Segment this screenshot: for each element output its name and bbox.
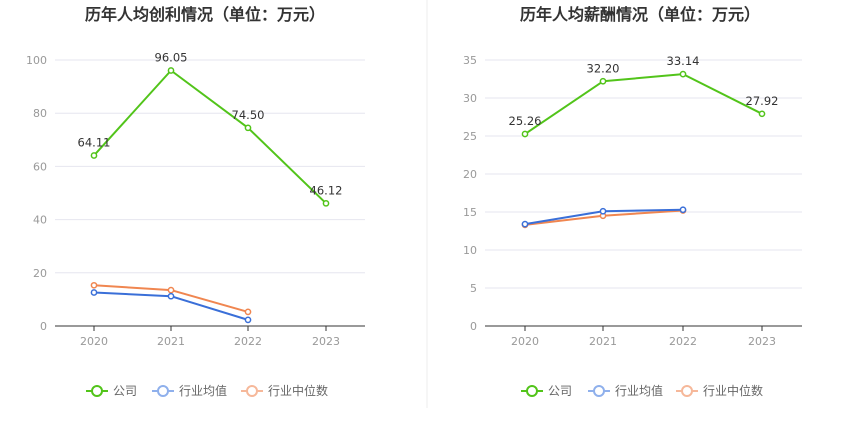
legend-label: 公司 — [548, 384, 572, 398]
data-point — [90, 152, 98, 159]
y-tick-label: 15 — [463, 206, 477, 219]
data-point — [244, 316, 252, 324]
legend-marker — [246, 385, 258, 397]
legend-item: 行业中位数 — [241, 383, 328, 398]
data-label: 33.14 — [667, 54, 700, 68]
y-tick-label: 60 — [33, 160, 47, 173]
chart-panel-1: 历年人均创利情况（单位：万元） 0 20 40 60 80 100 2020 2021 2022 2… — [26, 5, 365, 398]
legend-item: 行业中位数 — [676, 383, 763, 398]
y-tick-label: 10 — [463, 244, 477, 257]
y-tick-label: 35 — [463, 54, 477, 67]
data-point — [322, 199, 330, 207]
legend-label: 公司 — [113, 384, 137, 398]
x-tick-label: 2023 — [312, 335, 340, 348]
data-point — [90, 289, 98, 296]
legend-item: 公司 — [86, 384, 137, 398]
data-point — [599, 207, 607, 215]
legend-label: 行业均值 — [179, 383, 227, 398]
y-tick-label: 5 — [470, 282, 477, 295]
data-point — [679, 206, 687, 214]
y-tick-label: 20 — [33, 267, 47, 280]
legend-marker — [91, 385, 103, 397]
legend-item: 公司 — [521, 384, 572, 398]
data-label: 96.05 — [155, 51, 188, 65]
legend-label: 行业中位数 — [703, 383, 763, 398]
data-point — [679, 70, 687, 78]
series-industry-mean — [521, 206, 687, 228]
data-label: 46.12 — [310, 183, 343, 197]
legend-label: 行业均值 — [615, 383, 663, 398]
legend-marker — [593, 385, 605, 397]
data-label: 27.92 — [746, 94, 779, 108]
data-point — [244, 308, 252, 316]
legend-item: 行业均值 — [152, 383, 227, 398]
x-tick-label: 2021 — [589, 335, 617, 348]
data-point — [244, 124, 252, 132]
data-point — [521, 130, 529, 138]
x-tick-label: 2022 — [234, 335, 262, 348]
legend-marker — [526, 385, 538, 397]
data-point — [167, 67, 175, 74]
y-tick-label: 80 — [33, 107, 47, 120]
y-tick-label: 25 — [463, 130, 477, 143]
series-industry-median — [90, 281, 252, 316]
series-line — [93, 69, 327, 205]
data-label: 25.26 — [509, 114, 542, 128]
chart-panel-2: 历年人均薪酬情况（单位：万元） 0 5 10 15 20 25 30 35 2020 2021 202… — [463, 5, 802, 398]
legend-marker — [157, 385, 169, 397]
x-tick-label: 2022 — [669, 335, 697, 348]
data-point — [167, 292, 175, 300]
data-point — [758, 110, 766, 118]
y-tick-label: 20 — [463, 168, 477, 181]
legend: 公司 行业均值 行业中位数 — [521, 383, 763, 398]
data-point — [167, 286, 175, 294]
data-label: 64.11 — [78, 135, 111, 149]
x-tick-label: 2020 — [80, 335, 108, 348]
data-label: 74.50 — [232, 108, 265, 122]
x-tick-label: 2020 — [511, 335, 539, 348]
y-tick-label: 100 — [26, 54, 47, 67]
chart-title: 历年人均薪酬情况（单位：万元） — [520, 5, 760, 24]
series-line — [524, 73, 763, 135]
data-label: 32.20 — [587, 61, 620, 75]
data-point — [599, 77, 607, 85]
series-company: 25.26 32.20 33.14 27.92 — [509, 54, 779, 138]
x-tick-label: 2021 — [157, 335, 185, 348]
y-tick-label: 0 — [470, 320, 477, 333]
y-tick-label: 40 — [33, 214, 47, 227]
series-industry-mean — [90, 289, 252, 324]
legend-label: 行业中位数 — [268, 383, 328, 398]
legend-item: 行业均值 — [588, 383, 663, 398]
data-point — [90, 281, 98, 289]
data-point — [521, 220, 529, 228]
y-tick-label: 30 — [463, 92, 477, 105]
legend-marker — [681, 385, 693, 397]
series-company: 64.11 96.05 74.50 46.12 — [78, 51, 343, 207]
x-tick-label: 2023 — [748, 335, 776, 348]
chart-title: 历年人均创利情况（单位：万元） — [85, 5, 325, 24]
y-tick-label: 0 — [40, 320, 47, 333]
legend: 公司 行业均值 行业中位数 — [86, 383, 328, 398]
